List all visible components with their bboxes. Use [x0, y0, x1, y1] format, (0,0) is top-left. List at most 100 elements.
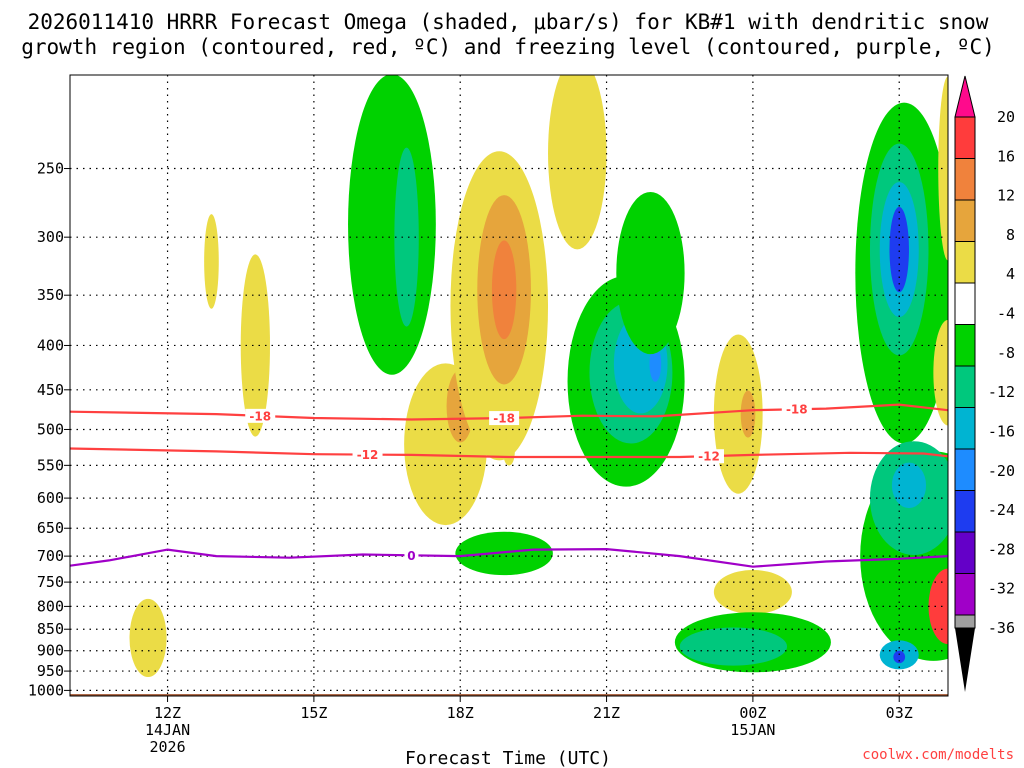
- colorbar-label-0: 20: [997, 108, 1015, 126]
- colorbar-swatch-1: [954, 116, 976, 159]
- colorbar-label-9: -20: [988, 462, 1015, 480]
- x-tick-label-12-0: 00Z: [739, 704, 766, 722]
- colorbar-label-12: -32: [988, 580, 1015, 598]
- colorbar-swatch-10: [954, 490, 976, 533]
- colorbar-label-7: -12: [988, 383, 1015, 401]
- omega-shading: [129, 75, 948, 678]
- y-tick-label-900: 900: [37, 642, 64, 660]
- omega-region-2: [240, 254, 270, 437]
- omega-region-3: [348, 75, 436, 375]
- colorbar-label-4: 4: [1006, 265, 1015, 283]
- contour-line-0: [70, 403, 948, 421]
- x-tick-label-0-1: 14JAN: [145, 721, 190, 739]
- colorbar-label-3: 8: [1006, 226, 1015, 244]
- omega-region-34: [938, 76, 948, 261]
- contour-label-2-0: 0: [407, 549, 415, 563]
- contour-label-1-0: -12: [357, 448, 379, 462]
- contour-label-bg-1-1: [693, 449, 724, 464]
- x-tick-label-6-0: 18Z: [447, 704, 474, 722]
- y-tick-label-700: 700: [37, 547, 64, 565]
- contour-label-1-1: -12: [698, 450, 720, 464]
- colorbar-bottom-triangle: [955, 628, 975, 692]
- colorbar-swatch-2: [954, 158, 976, 201]
- contour-label-bg-1-0: [352, 447, 383, 462]
- contours: -18 -18 -18 -12 -12 0: [70, 402, 948, 568]
- contour-label-bg-0-1: [489, 411, 520, 426]
- y-tick-label-550: 550: [37, 456, 64, 474]
- colorbar-swatch-3: [954, 199, 976, 242]
- colorbar-label-6: -8: [997, 344, 1015, 362]
- colorbar-swatch-8: [954, 407, 976, 450]
- contour-label-0-2: -18: [786, 403, 808, 417]
- colorbar-top-triangle: [954, 75, 976, 118]
- x-tick-label-0-0: 12Z: [154, 704, 181, 722]
- omega-region-19: [740, 390, 756, 438]
- colorbar-label-1: 16: [997, 147, 1015, 165]
- omega-region-4: [394, 147, 419, 327]
- colorbar-swatch-9: [954, 448, 976, 491]
- chart-title-line-1: 2026011410 HRRR Forecast Omega (shaded, …: [28, 10, 989, 34]
- contour-label-0-0: -18: [249, 409, 271, 423]
- omega-region-1: [204, 214, 219, 309]
- omega-region-12: [455, 531, 553, 576]
- x-axis-label: Forecast Time (UTC): [405, 748, 611, 768]
- omega-region-32: [928, 568, 948, 645]
- y-tick-label-650: 650: [37, 519, 64, 537]
- omega-region-16: [649, 345, 662, 382]
- omega-region-26: [889, 206, 909, 293]
- omega-region-11: [503, 437, 515, 466]
- y-tick-label-250: 250: [37, 160, 64, 178]
- omega-region-17: [616, 191, 685, 355]
- colorbar-swatch-5: [954, 282, 976, 325]
- y-axis: 250 300 350 400 450 500 550 600 650 700 750 800 850 9…: [28, 160, 70, 699]
- y-tick-label-300: 300: [37, 228, 64, 246]
- y-tick-label-1000: 1000: [28, 681, 64, 699]
- y-tick-label-800: 800: [37, 597, 64, 615]
- colorbar-label-8: -16: [988, 422, 1015, 440]
- x-tick-label-3-0: 15Z: [300, 704, 327, 722]
- credit-text: coolwx.com/modelts: [862, 747, 1014, 763]
- colorbar-swatch-12: [954, 573, 976, 616]
- x-tick-label-0-2: 2026: [149, 738, 185, 756]
- x-tick-label-15-0: 03Z: [886, 704, 913, 722]
- x-tick-label-9-0: 21Z: [593, 704, 620, 722]
- y-tick-label-850: 850: [37, 620, 64, 638]
- colorbar-swatch-11: [954, 531, 976, 574]
- colorbar-swatch-6: [954, 324, 976, 367]
- contour-line-1: [70, 447, 948, 459]
- colorbar-swatch-last: [954, 614, 976, 629]
- colorbar: 20 16 12 8 4 -4 -8 -12 -16 -20 -24 -28 -32 -36: [954, 75, 1015, 692]
- omega-region-9: [491, 240, 517, 340]
- y-tick-label-350: 350: [37, 286, 64, 304]
- ground-surface: [70, 694, 948, 696]
- contour-line-2: [70, 547, 948, 568]
- y-tick-label-450: 450: [37, 381, 64, 399]
- contour-label-0-1: -18: [493, 412, 515, 426]
- colorbar-swatch-4: [954, 241, 976, 284]
- omega-region-10: [548, 75, 607, 250]
- omega-region-0: [129, 598, 167, 678]
- colorbar-label-11: -28: [988, 540, 1015, 558]
- colorbar-label-10: -24: [988, 501, 1015, 519]
- contour-label-bg-2-0: [404, 548, 419, 563]
- omega-region-22: [679, 627, 788, 666]
- chart-title-line-2: growth region (contoured, red, ºC) and f…: [21, 35, 995, 59]
- y-tick-label-950: 950: [37, 662, 64, 680]
- y-tick-label-600: 600: [37, 489, 64, 507]
- y-tick-label-750: 750: [37, 573, 64, 591]
- colorbar-label-13: -36: [988, 619, 1015, 637]
- contour-label-bg-0-0: [245, 408, 276, 423]
- ground-layer: [70, 694, 948, 696]
- x-tick-label-12-1: 15JAN: [730, 721, 775, 739]
- colorbar-swatch-7: [954, 365, 976, 408]
- omega-region-20: [713, 569, 792, 615]
- y-tick-label-400: 400: [37, 336, 64, 354]
- y-tick-label-500: 500: [37, 420, 64, 438]
- plot-frame: [69, 74, 949, 697]
- colorbar-label-2: 12: [997, 187, 1015, 205]
- omega-region-31: [893, 650, 906, 664]
- colorbar-label-5: -4: [997, 305, 1015, 323]
- omega-region-29: [891, 462, 927, 509]
